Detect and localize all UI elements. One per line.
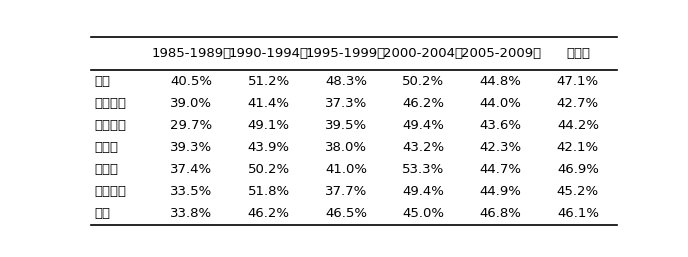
Text: 45.0%: 45.0% [402, 207, 444, 220]
Text: 53.3%: 53.3% [402, 163, 444, 176]
Text: 44.8%: 44.8% [480, 75, 522, 88]
Text: 1995-1999年: 1995-1999年 [306, 47, 386, 60]
Text: 2005-2009年: 2005-2009年 [460, 47, 541, 60]
Text: 43.6%: 43.6% [480, 119, 522, 132]
Text: 42.3%: 42.3% [480, 141, 522, 154]
Text: 38.0%: 38.0% [325, 141, 367, 154]
Text: 45.2%: 45.2% [557, 185, 599, 198]
Text: 42.1%: 42.1% [557, 141, 599, 154]
Text: 1990-1994年: 1990-1994年 [228, 47, 309, 60]
Text: 49.1%: 49.1% [248, 119, 290, 132]
Text: 51.8%: 51.8% [248, 185, 290, 198]
Text: 33.8%: 33.8% [170, 207, 213, 220]
Text: 37.4%: 37.4% [170, 163, 213, 176]
Text: 47.1%: 47.1% [557, 75, 599, 88]
Text: 37.3%: 37.3% [325, 97, 367, 110]
Text: 42.7%: 42.7% [557, 97, 599, 110]
Text: 46.8%: 46.8% [480, 207, 522, 220]
Text: 49.4%: 49.4% [402, 119, 444, 132]
Text: フランス: フランス [94, 185, 126, 198]
Text: 韓国: 韓国 [94, 207, 110, 220]
Text: 41.4%: 41.4% [248, 97, 290, 110]
Text: 48.3%: 48.3% [325, 75, 367, 88]
Text: イギリス: イギリス [94, 119, 126, 132]
Text: 49.4%: 49.4% [402, 185, 444, 198]
Text: 50.2%: 50.2% [248, 163, 290, 176]
Text: ドイツ: ドイツ [94, 163, 118, 176]
Text: 46.5%: 46.5% [325, 207, 367, 220]
Text: 44.7%: 44.7% [480, 163, 522, 176]
Text: 44.2%: 44.2% [557, 119, 599, 132]
Text: 33.5%: 33.5% [170, 185, 213, 198]
Text: 46.1%: 46.1% [557, 207, 599, 220]
Text: 44.9%: 44.9% [480, 185, 522, 198]
Text: 29.7%: 29.7% [170, 119, 213, 132]
Text: カナダ: カナダ [94, 141, 118, 154]
Text: 46.9%: 46.9% [557, 163, 599, 176]
Text: 2000-2004年: 2000-2004年 [383, 47, 463, 60]
Text: 1985-1989年: 1985-1989年 [151, 47, 231, 60]
Text: 40.5%: 40.5% [171, 75, 213, 88]
Text: 51.2%: 51.2% [248, 75, 290, 88]
Text: 39.5%: 39.5% [325, 119, 367, 132]
Text: 日本: 日本 [94, 75, 110, 88]
Text: 44.0%: 44.0% [480, 97, 522, 110]
Text: 46.2%: 46.2% [402, 97, 444, 110]
Text: 43.9%: 43.9% [248, 141, 290, 154]
Text: 46.2%: 46.2% [248, 207, 290, 220]
Text: アメリカ: アメリカ [94, 97, 126, 110]
Text: 39.3%: 39.3% [170, 141, 213, 154]
Text: 43.2%: 43.2% [402, 141, 444, 154]
Text: 50.2%: 50.2% [402, 75, 444, 88]
Text: 41.0%: 41.0% [325, 163, 367, 176]
Text: 全期間: 全期間 [566, 47, 590, 60]
Text: 37.7%: 37.7% [325, 185, 367, 198]
Text: 39.0%: 39.0% [171, 97, 213, 110]
